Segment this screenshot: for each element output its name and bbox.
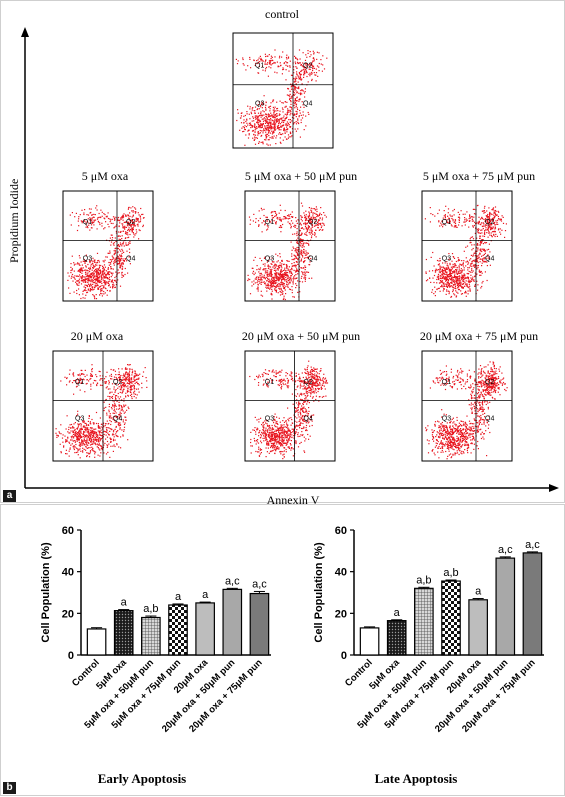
significance-label: a,c [498,544,513,556]
bar [442,581,460,655]
quadrant-label: Q3 [255,100,264,107]
quadrant-label: Q4 [485,255,494,262]
significance-label: a [121,597,128,609]
flow-plot: Q1 Q2 Q3 Q4 [53,351,153,461]
bar [114,611,132,655]
quadrant-label: Q4 [113,415,122,422]
flow-plot: Q1 Q2 Q3 Q4 [422,191,512,301]
quadrant-label: Q3 [265,415,274,422]
panel-a: Propidium Iodide Annexin V control 5 μM … [0,0,565,503]
y-tick-label: 40 [62,567,74,579]
quadrant-label: Q4 [485,415,494,422]
quadrant-label: Q2 [303,63,312,70]
y-tick-label: 0 [68,650,74,662]
quadrant-label: Q4 [303,100,312,107]
significance-label: a [394,607,401,619]
quadrant-label: Q3 [442,255,451,262]
flow-plot: Q1 Q2 Q3 Q4 [245,351,335,461]
significance-label: a,b [143,603,158,615]
bar [87,629,105,655]
quadrant-label: Q2 [485,379,494,386]
quadrant-label: Q3 [442,415,451,422]
flow-plot: Q1 Q2 Q3 Q4 [233,33,333,148]
significance-label: a,c [252,578,267,590]
bar [469,600,487,655]
quadrant-label: Q3 [265,255,274,262]
bar [523,553,541,655]
bar [250,594,268,655]
flow-plot: Q1 Q2 Q3 Q4 [422,351,512,461]
quadrant-label: Q4 [304,415,313,422]
quadrant-label: Q1 [442,379,451,386]
significance-label: a,c [525,539,540,551]
y-tick-label: 40 [335,567,347,579]
significance-label: a,c [225,575,240,587]
panel-tag-a: a [3,490,16,502]
bar [196,603,214,655]
quadrant-label: Q1 [75,379,84,386]
quadrant-label: Q1 [442,219,451,226]
significance-label: a,b [443,567,458,579]
quadrant-label: Q1 [255,63,264,70]
quadrant-label: Q4 [308,255,317,262]
flow-plot: Q1 Q2 Q3 Q4 [245,191,335,301]
significance-label: a [202,589,209,601]
y-tick-label: 0 [341,650,347,662]
quadrant-label: Q2 [126,219,135,226]
y-tick-label: 60 [62,525,74,537]
chart-title-early: Early Apoptosis [98,771,187,787]
quadrant-label: Q3 [83,255,92,262]
significance-label: a [175,591,182,603]
bar [415,588,433,655]
y-tick-label: 20 [335,608,347,620]
quadrant-label: Q2 [304,379,313,386]
y-tick-label: 20 [62,608,74,620]
quadrant-label: Q2 [308,219,317,226]
quadrant-label: Q2 [485,219,494,226]
flow-plot-frame [245,351,335,461]
panel-tag-b: b [3,782,16,794]
quadrant-label: Q2 [113,379,122,386]
quadrant-label: Q1 [265,219,274,226]
y-axis-title: Cell Population (%) [40,542,52,643]
bar [223,589,241,655]
bar [496,558,514,655]
quadrant-label: Q1 [265,379,274,386]
quadrant-label: Q1 [83,219,92,226]
significance-label: a,b [416,574,431,586]
bar [142,618,160,656]
bar [387,621,405,655]
quadrant-label: Q3 [75,415,84,422]
bar [169,605,187,655]
y-tick-label: 60 [335,525,347,537]
significance-label: a [475,586,482,598]
quadrant-label: Q4 [126,255,135,262]
bar [360,628,378,655]
flow-plot: Q1 Q2 Q3 Q4 [63,191,153,301]
chart-title-late: Late Apoptosis [375,771,458,787]
flow-cytometry-plots: Q1 Q2 Q3 Q4 Q1 Q2 Q3 Q4 Q1 Q2 Q3 Q4 Q1 Q2 Q3 Q4 Q1 Q2 Q3 Q4… [1,1,565,504]
y-axis-title: Cell Population (%) [313,542,325,643]
